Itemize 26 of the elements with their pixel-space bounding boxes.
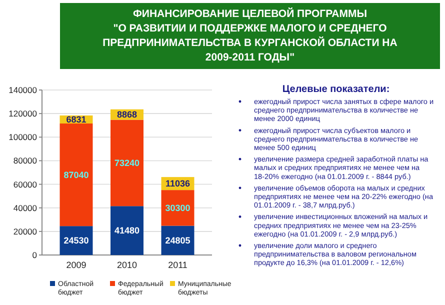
text: ФИНАНСИРОВАНИЕ ЦЕЛЕВОЙ ПРОГРАММЫ "О РАЗВИТИИ И ПОДДЕРЖКЕ МАЛОГО И СРЕДНЕГО ПРЕДПРИНИМАТЕЛЬСТВА В КУРГАНСКОЙ ОБЛАСТИ НА 2009-2011 ГОДЫ" xyxy=(102,7,398,64)
x-tick-label: 2009 xyxy=(66,260,86,270)
data-label: 8868 xyxy=(116,110,138,120)
text: Целевые показатели: xyxy=(282,84,390,95)
data-label: 24530 xyxy=(64,236,89,246)
data-label: 87040 xyxy=(64,170,89,180)
data-label: 24805 xyxy=(165,236,190,246)
y-tick-label: 60000 xyxy=(13,179,38,190)
y-tick-label: 0 xyxy=(32,250,38,260)
bar xyxy=(60,124,93,226)
y-tick-label: 100000 xyxy=(8,132,38,142)
data-label: 11036 xyxy=(165,178,190,189)
bar xyxy=(110,120,144,206)
data-label: 73240 xyxy=(114,158,140,168)
y-tick-label: 140000 xyxy=(8,84,38,95)
x-tick-label: 2011 xyxy=(168,260,188,270)
y-tick-label: 20000 xyxy=(13,226,38,236)
x-tick-label: 2010 xyxy=(116,260,138,270)
bar xyxy=(110,206,144,255)
y-tick-label: 80000 xyxy=(13,156,38,166)
data-label: 30300 xyxy=(165,203,190,214)
data-label: 6831 xyxy=(66,114,86,125)
y-tick-label: 120000 xyxy=(8,108,38,119)
bar xyxy=(161,190,194,226)
data-label: 41480 xyxy=(114,226,140,236)
y-tick-label: 40000 xyxy=(13,202,38,213)
